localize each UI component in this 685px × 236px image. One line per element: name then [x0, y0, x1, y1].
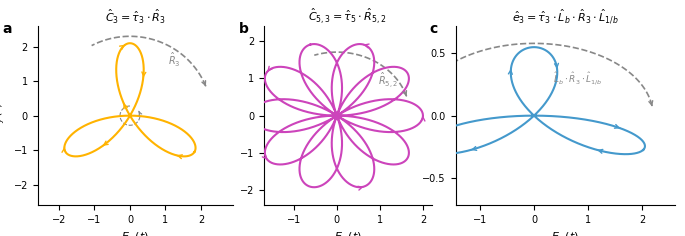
- Title: $\hat{C}_{5,3} = \hat{\tau}_5 \cdot \hat{R}_{5,2}$: $\hat{C}_{5,3} = \hat{\tau}_5 \cdot \hat…: [308, 6, 387, 26]
- Text: c: c: [429, 22, 438, 36]
- Text: b: b: [238, 22, 249, 36]
- Title: $\hat{C}_3 = \hat{\tau}_3 \cdot \hat{R}_3$: $\hat{C}_3 = \hat{\tau}_3 \cdot \hat{R}_…: [105, 7, 166, 25]
- X-axis label: $E_x\,(t)$: $E_x\,(t)$: [334, 231, 362, 236]
- Text: a: a: [3, 22, 12, 36]
- Text: $\hat{R}_3$: $\hat{R}_3$: [168, 51, 181, 69]
- Text: $\hat{R}_{5,2}$: $\hat{R}_{5,2}$: [378, 71, 398, 90]
- X-axis label: $E_x\,(t)$: $E_x\,(t)$: [551, 231, 579, 236]
- Text: $\hat{L}_b \cdot \hat{R}_3 \cdot \hat{L}_{1/b}$: $\hat{L}_b \cdot \hat{R}_3 \cdot \hat{L}…: [553, 71, 603, 87]
- Title: $\hat{e}_3 = \hat{\tau}_3 \cdot \hat{L}_b \cdot \hat{R}_3 \cdot \hat{L}_{1/b}$: $\hat{e}_3 = \hat{\tau}_3 \cdot \hat{L}_…: [512, 8, 619, 26]
- Y-axis label: $E_y\,(t)$: $E_y\,(t)$: [0, 102, 8, 130]
- X-axis label: $E_x\,(t)$: $E_x\,(t)$: [121, 231, 149, 236]
